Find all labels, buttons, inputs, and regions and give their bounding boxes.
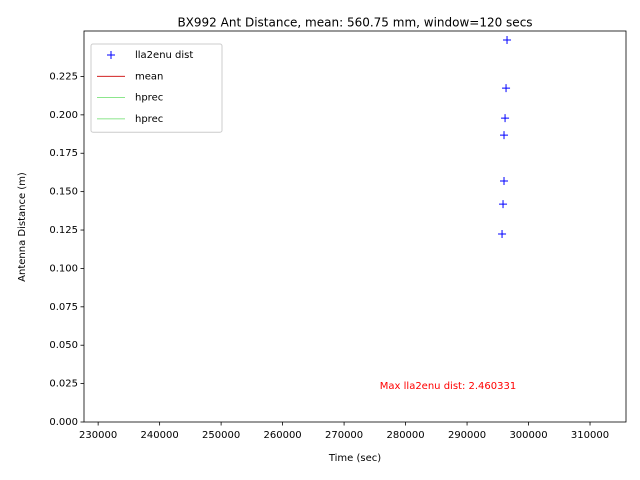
data-point: [500, 177, 509, 186]
legend-label: hprec: [135, 114, 163, 125]
x-tick-label: 290000: [448, 430, 486, 441]
data-point: [498, 230, 507, 239]
legend-box: [90, 43, 223, 133]
annotation: Max lla2enu dist: 2.460331: [380, 381, 516, 392]
y-tick-label: 0.025: [49, 379, 78, 390]
y-tick-label: 0.000: [49, 417, 78, 428]
x-axis-label: Time (sec): [328, 453, 381, 464]
y-tick-label: 0.150: [49, 187, 78, 198]
legend-label: lla2enu dist: [135, 50, 193, 61]
x-tick-label: 300000: [509, 430, 547, 441]
x-tick-label: 270000: [325, 430, 363, 441]
chart-title: BX992 Ant Distance, mean: 560.75 mm, win…: [177, 16, 532, 30]
data-point: [503, 36, 512, 45]
x-tick-label: 250000: [202, 430, 240, 441]
legend-label: mean: [135, 71, 163, 82]
data-point: [501, 114, 510, 123]
x-tick-label: 230000: [79, 430, 117, 441]
data-point: [500, 131, 509, 140]
data-point: [499, 200, 508, 209]
x-tick-label: 260000: [264, 430, 302, 441]
x-tick-label: 240000: [141, 430, 179, 441]
y-tick-label: 0.225: [49, 71, 78, 82]
x-tick-label: 310000: [571, 430, 609, 441]
y-tick-label: 0.125: [49, 225, 78, 236]
data-point: [502, 84, 511, 93]
y-tick-label: 0.100: [49, 263, 78, 274]
legend-marker: [107, 51, 115, 59]
y-tick-label: 0.200: [49, 110, 78, 121]
x-tick-label: 280000: [386, 430, 424, 441]
plot-area: [83, 30, 627, 423]
y-tick-label: 0.175: [49, 148, 78, 159]
y-tick-label: 0.050: [49, 340, 78, 351]
plot-marks: [498, 36, 512, 239]
y-axis-label: Antenna Distance (m): [17, 172, 28, 282]
legend-label: hprec: [135, 93, 163, 104]
y-tick-label: 0.075: [49, 302, 78, 313]
